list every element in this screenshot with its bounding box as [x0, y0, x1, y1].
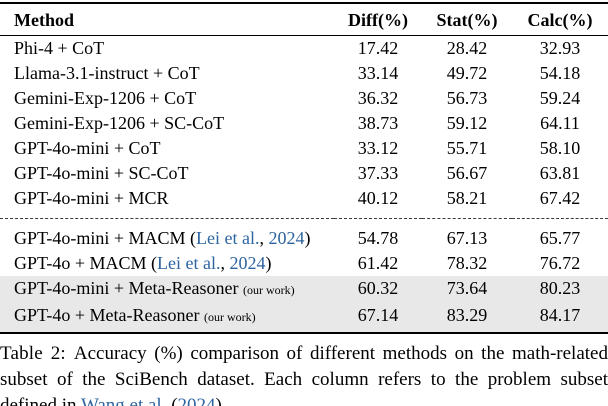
diff-value: 54.78: [357, 228, 399, 248]
diff-value: 38.73: [357, 113, 399, 133]
table-row: GPT-4o + MACM (Lei et al., 2024) 61.42 7…: [0, 251, 608, 276]
method-cell: Phi-4 + CoT: [0, 36, 334, 62]
method-label: GPT-4o + Meta-Reasoner: [14, 305, 200, 325]
method-label: GPT-4o-mini + Meta-Reasoner: [14, 278, 239, 298]
citation-year-link[interactable]: 2024: [177, 395, 216, 406]
diff-value: 33.14: [357, 63, 399, 83]
stat-value: 78.32: [446, 253, 488, 273]
citation-separator: ,: [259, 228, 269, 248]
method-label: GPT-4o + MACM (: [14, 253, 158, 273]
citation-separator: ,: [220, 253, 230, 273]
our-work-note: (our work): [203, 310, 256, 324]
citation-year-link[interactable]: 2024: [268, 228, 305, 248]
citation-link-lei-2024[interactable]: Lei et al.: [196, 228, 260, 248]
table-caption: Table 2: Accuracy (%) comparison of diffe…: [0, 341, 608, 406]
method-label: GPT-4o-mini + CoT: [14, 138, 161, 158]
stat-value: 73.64: [446, 278, 488, 298]
table-row-above-dashed-separator: GPT-4o-mini + MCR 40.12 58.21 67.42: [0, 186, 608, 219]
method-label-suffix: ): [304, 228, 311, 248]
table-row: Llama-3.1-instruct + CoT 33.14 49.72 54.…: [0, 61, 608, 86]
table-row-highlighted-our-work: GPT-4o + Meta-Reasoner (our work) 67.14 …: [0, 303, 608, 333]
stat-value: 28.42: [446, 38, 488, 58]
method-label: Llama-3.1-instruct + CoT: [14, 63, 200, 83]
method-label-suffix: ): [265, 253, 272, 273]
calc-value: 67.42: [539, 188, 581, 208]
results-table: Method Diff(%) Stat(%) Calc(%) Phi-4 + C…: [0, 2, 608, 334]
method-cell: Gemini-Exp-1206 + SC-CoT: [0, 111, 334, 136]
stat-value: 56.73: [446, 88, 488, 108]
method-label: GPT-4o-mini + MACM (: [14, 228, 197, 248]
header-row: Method Diff(%) Stat(%) Calc(%): [0, 3, 608, 36]
method-label: Gemini-Exp-1206 + SC-CoT: [14, 113, 225, 133]
calc-value: 65.77: [539, 228, 581, 248]
diff-value: 67.14: [357, 305, 399, 325]
citation-paren-close: ).: [215, 395, 227, 406]
table-row: Phi-4 + CoT 17.42 28.42 32.93: [0, 36, 608, 62]
method-cell: GPT-4o-mini + MACM (Lei et al., 2024): [0, 219, 334, 252]
method-label: GPT-4o-mini + MCR: [14, 188, 169, 208]
method-label: Phi-4 + CoT: [14, 38, 105, 58]
header-method: Method: [14, 10, 74, 30]
stat-value: 83.29: [446, 305, 488, 325]
header-stat: Stat(%): [436, 10, 498, 30]
citation-link-wang-2024[interactable]: Wang et al.: [80, 395, 167, 406]
our-work-note: (our work): [242, 283, 295, 297]
calc-value: 59.24: [539, 88, 581, 108]
calc-value: 80.23: [539, 278, 581, 298]
header-calc: Calc(%): [527, 10, 593, 30]
diff-value: 61.42: [357, 253, 399, 273]
table-row: Gemini-Exp-1206 + CoT 36.32 56.73 59.24: [0, 86, 608, 111]
table-row: GPT-4o-mini + SC-CoT 37.33 56.67 63.81: [0, 161, 608, 186]
method-cell: GPT-4o-mini + CoT: [0, 136, 334, 161]
stat-value: 59.12: [446, 113, 488, 133]
stat-value: 49.72: [446, 63, 488, 83]
header-diff: Diff(%): [348, 10, 408, 30]
citation-year-link[interactable]: 2024: [229, 253, 266, 273]
table-row: GPT-4o-mini + MACM (Lei et al., 2024) 54…: [0, 219, 608, 252]
method-cell: GPT-4o + Meta-Reasoner (our work): [0, 303, 334, 333]
method-cell: GPT-4o-mini + Meta-Reasoner (our work): [0, 276, 334, 303]
diff-value: 37.33: [357, 163, 399, 183]
table-row: Gemini-Exp-1206 + SC-CoT 38.73 59.12 64.…: [0, 111, 608, 136]
calc-value: 54.18: [539, 63, 581, 83]
method-cell: GPT-4o-mini + SC-CoT: [0, 161, 334, 186]
diff-value: 17.42: [357, 38, 399, 58]
calc-value: 84.17: [539, 305, 581, 325]
method-label: Gemini-Exp-1206 + CoT: [14, 88, 197, 108]
diff-value: 40.12: [357, 188, 399, 208]
calc-value: 32.93: [539, 38, 581, 58]
diff-value: 36.32: [357, 88, 399, 108]
citation-link-lei-2024[interactable]: Lei et al.: [157, 253, 221, 273]
caption-label: Table 2:: [0, 343, 66, 364]
table-header: Method Diff(%) Stat(%) Calc(%): [0, 3, 608, 36]
method-cell: Llama-3.1-instruct + CoT: [0, 61, 334, 86]
stat-value: 55.71: [446, 138, 488, 158]
method-label: GPT-4o-mini + SC-CoT: [14, 163, 189, 183]
method-cell: GPT-4o-mini + MCR: [0, 186, 334, 219]
calc-value: 64.11: [540, 113, 580, 133]
stat-value: 67.13: [446, 228, 488, 248]
stat-value: 58.21: [446, 188, 488, 208]
method-cell: GPT-4o + MACM (Lei et al., 2024): [0, 251, 334, 276]
citation-paren-open: (: [171, 395, 178, 406]
method-cell: Gemini-Exp-1206 + CoT: [0, 86, 334, 111]
stat-value: 56.67: [446, 163, 488, 183]
calc-value: 76.72: [539, 253, 581, 273]
calc-value: 63.81: [539, 163, 581, 183]
diff-value: 60.32: [357, 278, 399, 298]
caption-text: Accuracy (%) comparison of different met…: [0, 343, 608, 406]
table-row: GPT-4o-mini + CoT 33.12 55.71 58.10: [0, 136, 608, 161]
calc-value: 58.10: [539, 138, 581, 158]
table-row-highlighted-our-work: GPT-4o-mini + Meta-Reasoner (our work) 6…: [0, 276, 608, 303]
diff-value: 33.12: [357, 138, 399, 158]
